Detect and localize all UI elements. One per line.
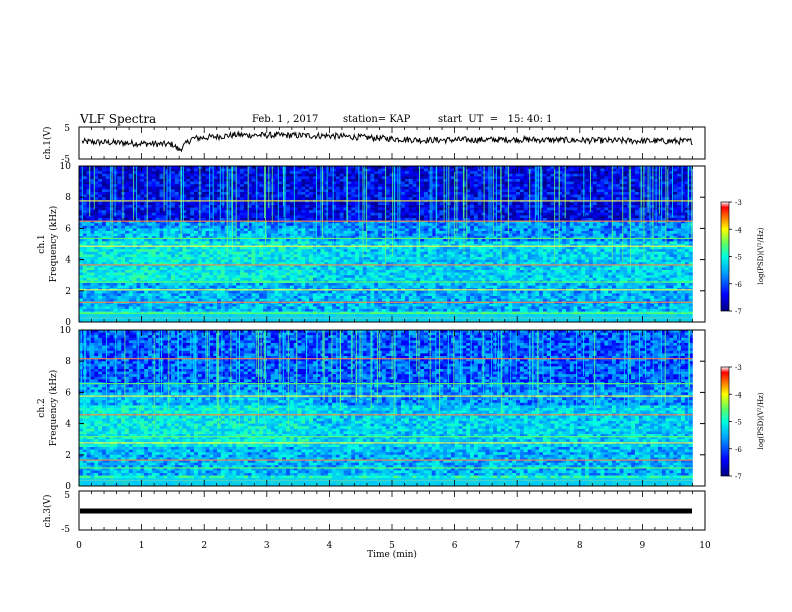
ch2-ylabel-frequency: Frequency (kHz) [48,370,59,447]
ch1-colorbar-label: log(PSD)(V²/Hz) [757,227,765,284]
xtick-8: 8 [577,541,583,551]
station-label: station= KAP [343,114,411,125]
xtick-1: 1 [139,541,145,551]
figure-title: VLF Spectra [80,112,157,126]
ch3-ytick-bottom: -5 [61,525,70,535]
ch2-colorbar-tick--7: -7 [735,473,742,481]
x-axis-label: Time (min) [367,549,417,560]
ch1-ytick-top: 5 [64,124,70,134]
ch1-waveform-line [81,130,693,153]
xtick-10: 10 [699,541,711,551]
ch1-ytick-bottom: -5 [61,155,70,165]
ch2-ytick-0: 0 [65,482,71,492]
ch1-ytick-2: 2 [65,287,71,297]
xtick-5: 5 [389,541,395,551]
xtick-4: 4 [327,541,333,551]
ch1-colorbar-tick--4: -4 [735,226,742,234]
ch1-ytick-6: 6 [65,224,71,234]
ch1-ylabel-channel: ch.1 [37,234,47,253]
ch2-colorbar: -7 -6 -5 -4 -3 log(PSD)(V²/Hz) [720,364,765,481]
ch2-ylabel-channel: ch.2 [37,398,47,417]
ch3-ytick-top: 5 [64,491,70,501]
ch1-spectrogram-image [79,166,693,323]
ch1-colorbar-tick--7: -7 [735,308,742,316]
ch2-colorbar-label: log(PSD)(V²/Hz) [757,392,765,449]
xtick-0: 0 [76,541,82,551]
xtick-9: 9 [640,541,646,551]
ch2-colorbar-tick--3: -3 [735,364,742,372]
ch2-ytick-2: 2 [65,451,71,461]
ch3-waveform-panel: 5 -5 ch.3(V) 0 1 2 3 4 5 6 7 8 9 10 Time (min) [42,127,711,560]
ch3-ylabel: ch.3(V) [42,495,53,528]
ch1-colorbar-tick--5: -5 [735,254,742,262]
ch1-ylabel-frequency: Frequency (kHz) [48,206,59,283]
ch1-colorbar-tick--3: -3 [735,199,742,207]
ch1-spectrogram-panel: 0 2 4 6 8 10 ch.1 Frequency (kHz) [37,162,706,328]
xtick-6: 6 [452,541,458,551]
ch1-colorbar-tick--6: -6 [735,281,742,289]
ch2-ytick-4: 4 [65,420,71,430]
ch2-colorbar-tick--4: -4 [735,391,742,399]
xtick-2: 2 [201,541,207,551]
ch1-colorbar: -7 -6 -5 -4 -3 log(PSD)(V²/Hz) [720,199,765,316]
xtick-3: 3 [264,541,270,551]
ch1-ytick-10: 10 [60,162,72,172]
ch1-ytick-0: 0 [65,318,71,328]
ch1-ytick-8: 8 [65,193,71,203]
ch2-ytick-8: 8 [65,357,71,367]
ch2-spectrogram-panel: 0 2 4 6 8 10 ch.2 Frequency (kHz) [37,326,706,492]
ch1-ytick-4: 4 [65,256,71,266]
date-label: Feb. 1 , 2017 [252,114,319,125]
ch2-colorbar-tick--5: -5 [735,419,742,427]
xtick-7: 7 [514,541,520,551]
ch2-colorbar-tick--6: -6 [735,446,742,454]
ch2-spectrogram-image [79,330,693,487]
ch1-ylabel: ch.1(V) [42,127,53,160]
start-time-label: start UT = 15: 40: 1 [438,114,553,125]
ch2-ytick-6: 6 [65,388,71,398]
ch2-ytick-10: 10 [60,326,72,336]
